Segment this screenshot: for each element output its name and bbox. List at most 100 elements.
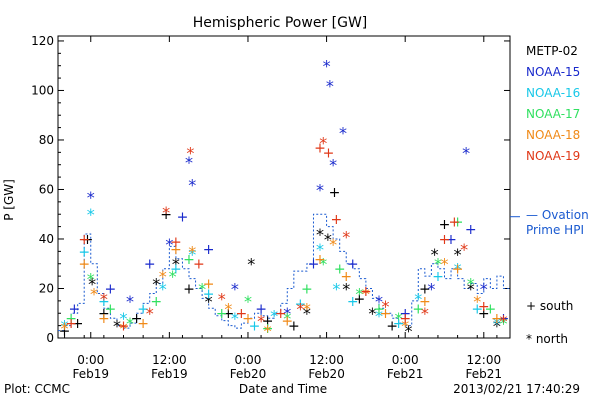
data-point-noaa-15: + (498, 311, 510, 327)
ovation-label-line1: — Ovation (526, 208, 589, 222)
data-point-noaa-19: + (236, 306, 248, 322)
data-point-metp-02: + (478, 306, 490, 322)
data-point-noaa-15: * (480, 279, 488, 298)
data-point-noaa-19: * (100, 289, 108, 308)
data-point-noaa-19: * (186, 143, 194, 162)
data-point-metp-02: + (160, 207, 172, 223)
data-point-noaa-15: * (329, 156, 337, 175)
chart-title: Hemispheric Power [GW] (193, 15, 368, 31)
data-point-metp-02: * (342, 279, 350, 298)
legend-entry-noaa-15: NOAA-15 (526, 65, 580, 79)
legend-entry-noaa-18: NOAA-18 (526, 128, 580, 142)
data-point-noaa-19: * (499, 312, 507, 331)
data-point-metp-02: * (113, 317, 121, 336)
data-point-metp-02: * (316, 225, 324, 244)
data-point-noaa-18: + (137, 316, 149, 332)
data-point-noaa-15: + (347, 257, 359, 273)
data-point-noaa-17: + (452, 215, 464, 231)
y-axis-label: P [GW] (2, 179, 16, 221)
data-point-noaa-16: + (249, 319, 261, 335)
data-point-noaa-16: * (87, 205, 95, 224)
data-point-noaa-16: * (332, 279, 340, 298)
data-point-noaa-18: * (188, 242, 196, 261)
data-point-noaa-19: * (218, 289, 226, 308)
data-points: + ++*+* +*+*+*+*+ +** *+*+*+ *+*+**+*+*+*+*+*… (59, 57, 510, 341)
data-point-noaa-18: * (264, 322, 272, 341)
x-tick-date-label: Feb19 (151, 367, 188, 381)
data-point-noaa-17: * (283, 309, 291, 328)
data-point-noaa-17: + (183, 252, 195, 268)
y-axis: 0 20 40 60 80 100 120 (31, 34, 510, 345)
data-point-noaa-15: * (326, 77, 334, 96)
data-point-noaa-17: + (301, 281, 313, 297)
data-point-noaa-19: * (421, 304, 429, 323)
data-point-noaa-18: + (170, 242, 182, 258)
data-point-noaa-17: * (467, 275, 475, 294)
data-point-noaa-19: + (118, 319, 130, 335)
data-point-noaa-17: + (150, 294, 162, 310)
data-point-noaa-16: * (188, 245, 196, 264)
x-tick-time-label: 12:00 (467, 353, 502, 367)
x-tick-date-label: Feb21 (466, 367, 503, 381)
data-point-noaa-17: + (373, 301, 385, 317)
data-point-noaa-17: + (65, 311, 77, 327)
data-point-metp-02: * (205, 292, 213, 311)
data-point-metp-02: * (152, 275, 160, 294)
x-tick-time-label: 0:00 (392, 353, 419, 367)
legend-entry-noaa-19: NOAA-19 (526, 149, 580, 163)
x-tick-time-label: 0:00 (234, 353, 261, 367)
data-point-noaa-19: + (448, 215, 460, 231)
data-point-noaa-16: * (375, 307, 383, 326)
data-point-noaa-16: * (61, 317, 69, 336)
data-point-noaa-19: + (439, 232, 451, 248)
data-point-noaa-18: * (329, 235, 337, 254)
data-point-noaa-19: * (342, 228, 350, 247)
data-point-noaa-19: + (65, 316, 77, 332)
data-point-noaa-18: + (491, 311, 503, 327)
ovation-hpi-line (58, 213, 520, 332)
data-point-metp-02: + (419, 281, 431, 297)
marker-legend-north: * north (526, 332, 568, 346)
data-point-noaa-16: + (98, 294, 110, 310)
data-point-noaa-19: + (170, 234, 182, 250)
data-point-metp-02: * (493, 317, 501, 336)
y-tick-label: 60 (39, 182, 54, 196)
data-point-noaa-18: * (473, 292, 481, 311)
data-point-noaa-19: + (360, 284, 372, 300)
data-point-metp-02: * (172, 255, 180, 274)
data-point-noaa-19: * (460, 240, 468, 259)
data-point-noaa-15: + (465, 222, 477, 238)
data-point-noaa-16: * (493, 314, 501, 333)
data-point-noaa-19: + (323, 145, 335, 161)
data-point-noaa-18: * (401, 317, 409, 336)
data-point-noaa-18: + (314, 252, 326, 268)
data-point-noaa-16: * (454, 260, 462, 279)
data-point-noaa-19: * (257, 312, 265, 331)
data-point-metp-02: + (98, 306, 110, 322)
data-point-noaa-19: * (296, 299, 304, 318)
y-tick-label: 100 (31, 83, 54, 97)
data-point-noaa-18: * (440, 255, 448, 274)
data-point-noaa-16: * (270, 307, 278, 326)
data-point-noaa-15: * (185, 153, 193, 172)
data-point-metp-02: * (247, 255, 255, 274)
data-point-noaa-18: * (224, 299, 232, 318)
x-tick-time-label: 12:00 (152, 353, 187, 367)
data-point-noaa-15: * (188, 176, 196, 195)
data-point-noaa-18: + (281, 314, 293, 330)
data-point-noaa-15: * (375, 292, 383, 311)
data-point-noaa-15: * (323, 57, 331, 76)
data-point-noaa-16: + (170, 262, 182, 278)
data-point-noaa-17: + (412, 301, 424, 317)
data-point-metp-02: + (131, 311, 143, 327)
data-point-noaa-19: * (382, 297, 390, 316)
data-point-noaa-18: * (90, 284, 98, 303)
x-tick-date-label: Feb20 (308, 367, 345, 381)
data-point-noaa-16: + (137, 301, 149, 317)
data-point-noaa-16: + (347, 294, 359, 310)
data-point-metp-02: + (72, 316, 84, 332)
footer-plot-source: Plot: CCMC (4, 382, 70, 396)
data-point-noaa-17: + (484, 301, 496, 317)
data-point-noaa-19: + (78, 232, 90, 248)
data-point-noaa-15: * (339, 124, 347, 143)
